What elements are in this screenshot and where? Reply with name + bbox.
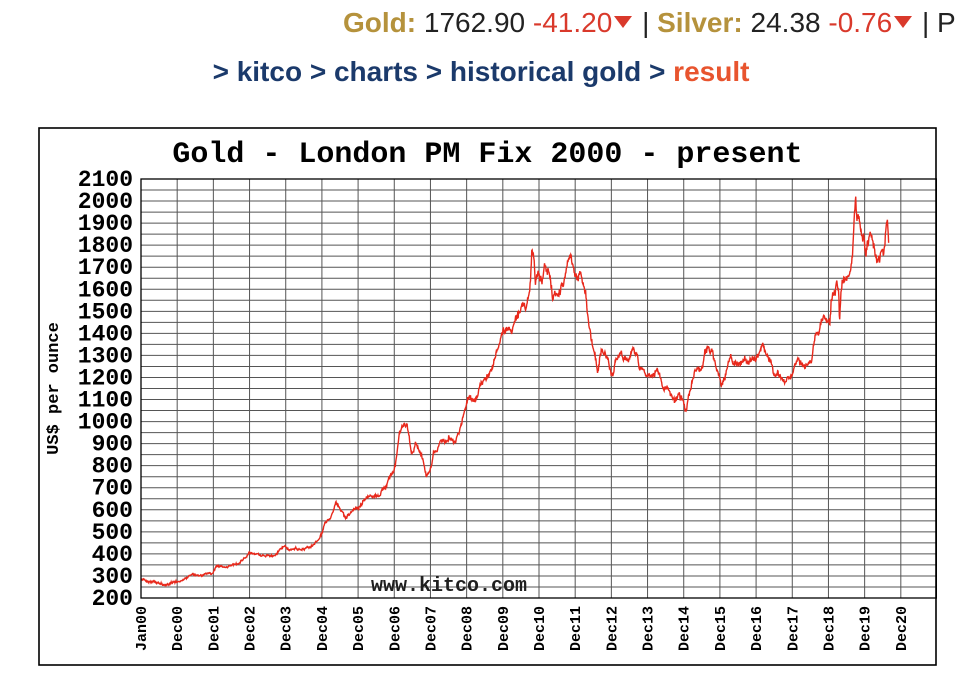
svg-text:Jan00: Jan00	[134, 606, 151, 651]
svg-text:Dec03: Dec03	[279, 606, 296, 651]
svg-text:Dec10: Dec10	[532, 606, 549, 651]
svg-text:Dec04: Dec04	[315, 606, 332, 651]
svg-text:US$ per ounce: US$ per ounce	[45, 322, 64, 455]
svg-text:Dec18: Dec18	[821, 606, 838, 651]
svg-text:Dec14: Dec14	[677, 606, 694, 651]
svg-text:Dec17: Dec17	[785, 606, 802, 651]
svg-text:www.kitco.com: www.kitco.com	[371, 575, 527, 598]
svg-text:Dec00: Dec00	[170, 606, 187, 651]
svg-text:Dec05: Dec05	[351, 606, 368, 651]
svg-text:Dec07: Dec07	[423, 606, 440, 651]
svg-text:Dec02: Dec02	[243, 606, 260, 651]
svg-text:Dec11: Dec11	[568, 606, 585, 651]
svg-text:Gold - London PM Fix 2000 - pr: Gold - London PM Fix 2000 - present	[172, 138, 802, 172]
svg-text:Dec01: Dec01	[206, 606, 223, 651]
svg-text:Dec09: Dec09	[496, 606, 513, 651]
svg-text:200: 200	[92, 586, 133, 612]
svg-text:Dec08: Dec08	[460, 606, 477, 651]
svg-text:Dec16: Dec16	[749, 606, 766, 651]
svg-text:Dec19: Dec19	[858, 606, 875, 651]
svg-text:Dec13: Dec13	[641, 606, 658, 651]
svg-text:Dec15: Dec15	[713, 606, 730, 651]
svg-text:Dec20: Dec20	[894, 606, 911, 651]
svg-text:Dec06: Dec06	[387, 606, 404, 651]
svg-text:Dec12: Dec12	[604, 606, 621, 651]
